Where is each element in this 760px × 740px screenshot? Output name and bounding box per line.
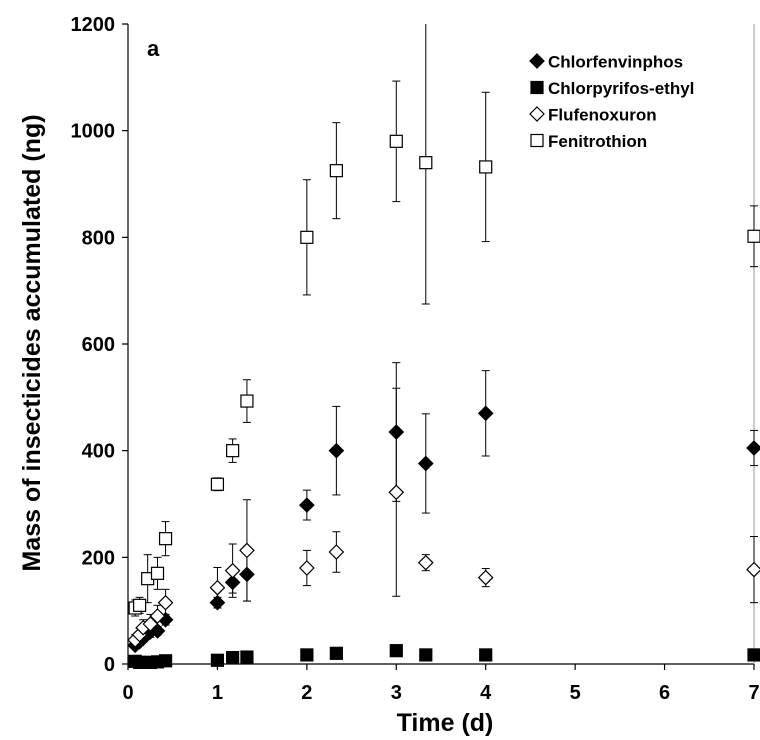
point-flufenoxuron <box>149 608 166 624</box>
y-axis-label: Mass of insecticides accumulated (ng) <box>18 114 46 571</box>
point-flufenoxuron <box>239 542 255 559</box>
x-tick-label: 4 <box>480 682 492 704</box>
point-fenitrothion <box>133 598 147 612</box>
x-axis-ticks: 0 1 2 3 4 5 6 7 <box>122 664 760 704</box>
point-chlorfenvinphos <box>388 424 405 440</box>
point-chlorfenvinphos <box>477 405 494 422</box>
point-flufenoxuron <box>142 616 159 632</box>
point-chlorpyrifos-ethyl <box>240 650 254 664</box>
y-tick-label: 800 <box>82 227 115 249</box>
legend-marker <box>529 106 545 122</box>
point-chlorpyrifos-ethyl <box>479 648 493 662</box>
point-fenitrothion <box>479 160 493 174</box>
y-tick-label: 1200 <box>71 14 116 36</box>
point-fenitrothion <box>329 164 343 178</box>
point-chlorpyrifos-ethyl <box>226 650 240 665</box>
point-flufenoxuron <box>299 560 315 576</box>
x-tick-label: 2 <box>301 682 312 704</box>
error-bars <box>131 24 758 664</box>
legend-label: Chlorfenvinphos <box>548 53 683 72</box>
x-tick-label: 0 <box>122 682 133 704</box>
x-tick-label: 6 <box>659 682 670 704</box>
point-chlorpyrifos-ethyl <box>158 654 173 668</box>
x-tick-label: 3 <box>391 682 402 704</box>
x-tick-label: 7 <box>748 682 759 704</box>
point-chlorpyrifos-ethyl <box>329 646 343 660</box>
point-chlorpyrifos-ethyl <box>300 648 314 662</box>
point-flufenoxuron <box>157 594 174 611</box>
point-fenitrothion <box>389 134 403 148</box>
y-tick-label: 0 <box>104 654 115 676</box>
y-axis-ticks: 0 200 400 600 800 1000 1200 <box>71 14 128 676</box>
point-chlorfenvinphos <box>239 566 255 583</box>
point-fenitrothion <box>158 532 173 546</box>
legend-marker <box>530 133 544 148</box>
point-flufenoxuron <box>746 561 760 578</box>
x-tick-label: 1 <box>212 682 223 704</box>
plot-frame <box>127 24 755 665</box>
panel-label: a <box>147 36 160 61</box>
point-chlorpyrifos-ethyl <box>747 648 760 662</box>
point-chlorfenvinphos <box>299 497 315 513</box>
point-fenitrothion <box>300 230 314 244</box>
point-flufenoxuron <box>224 562 241 579</box>
y-tick-label: 400 <box>82 441 115 463</box>
point-flufenoxuron <box>209 579 226 596</box>
legend-label: Chlorpyrifos-ethyl <box>548 79 694 98</box>
point-chlorfenvinphos <box>224 574 241 591</box>
point-chlorpyrifos-ethyl <box>419 648 433 662</box>
point-flufenoxuron <box>388 484 405 501</box>
point-fenitrothion <box>240 394 254 408</box>
point-fenitrothion <box>226 444 240 458</box>
point-fenitrothion <box>210 477 225 491</box>
point-chlorfenvinphos <box>328 442 345 459</box>
legend-marker <box>530 80 544 95</box>
point-chlorfenvinphos <box>417 455 434 472</box>
point-flufenoxuron <box>328 544 345 560</box>
legend-marker <box>529 53 545 69</box>
legend: Chlorfenvinphos Chlorpyrifos-ethyl Flufeno… <box>529 53 694 151</box>
legend-label: Fenitrothion <box>548 132 647 151</box>
point-flufenoxuron <box>477 569 494 586</box>
data-points <box>127 134 760 670</box>
x-axis-label: Time (d) <box>397 709 494 737</box>
point-chlorfenvinphos <box>746 440 760 456</box>
point-chlorpyrifos-ethyl <box>389 644 403 658</box>
x-tick-label: 5 <box>570 682 581 704</box>
point-fenitrothion <box>747 229 760 243</box>
y-tick-label: 600 <box>82 334 115 356</box>
point-fenitrothion <box>150 566 165 580</box>
y-tick-label: 200 <box>82 547 115 569</box>
point-flufenoxuron <box>417 554 434 571</box>
y-tick-label: 1000 <box>71 121 116 143</box>
point-fenitrothion <box>419 156 433 170</box>
point-chlorfenvinphos <box>209 594 226 611</box>
legend-label: Flufenoxuron <box>548 106 657 125</box>
